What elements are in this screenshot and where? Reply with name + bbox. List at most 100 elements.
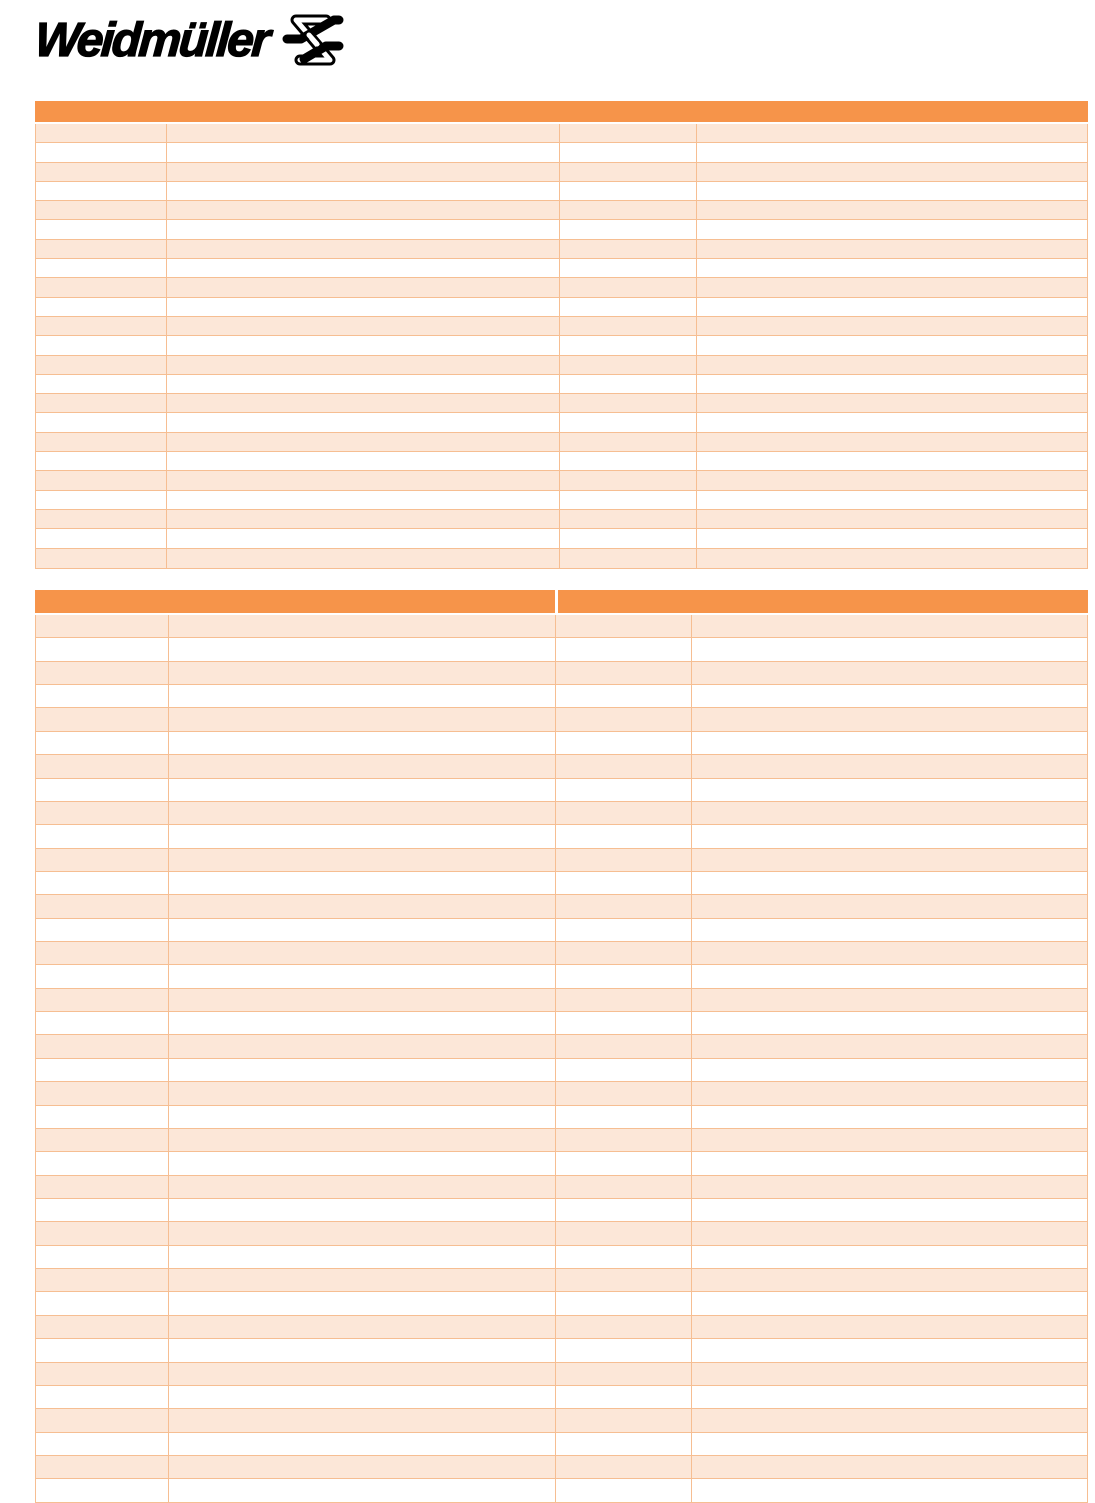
- table-cell: [692, 662, 1087, 684]
- table-cell: [167, 220, 560, 239]
- logo: Weidmüller: [33, 10, 344, 72]
- table-cell: [560, 471, 697, 490]
- table-cell: [697, 124, 1087, 142]
- table-cell: [556, 825, 692, 848]
- table-cell: [36, 432, 167, 452]
- table-cell: [556, 895, 692, 918]
- table-cell: [560, 297, 697, 316]
- table-cell: [36, 1198, 169, 1222]
- table-cell: [560, 336, 697, 355]
- table-cell: [36, 731, 169, 755]
- table-cell: [697, 549, 1087, 568]
- table-cell: [697, 356, 1087, 374]
- table-cell: [692, 1152, 1087, 1174]
- table-cell: [697, 317, 1087, 335]
- table-row: [36, 731, 1087, 756]
- table-row: [36, 965, 1087, 989]
- table-cell: [169, 1128, 556, 1152]
- table-cell: [560, 529, 697, 548]
- table-row: [36, 201, 1087, 221]
- table-row: [36, 1152, 1087, 1176]
- table-cell: [169, 1175, 556, 1198]
- table-cell: [692, 615, 1087, 637]
- table-cell: [560, 374, 697, 394]
- table-cell: [556, 965, 692, 988]
- table-cell: [560, 432, 697, 452]
- table-cell: [36, 278, 167, 297]
- table-cell: [36, 1152, 169, 1175]
- table-cell: [692, 1246, 1087, 1268]
- table-row: [36, 895, 1087, 919]
- table-cell: [692, 1456, 1087, 1478]
- table-cell: [556, 1152, 692, 1175]
- table-cell: [560, 239, 697, 259]
- table-cell: [697, 220, 1087, 238]
- table-cell: [692, 779, 1087, 801]
- table-cell: [36, 316, 167, 336]
- table-cell: [36, 988, 169, 1012]
- table-row: [36, 778, 1087, 802]
- table-cell: [36, 801, 169, 825]
- table-cell: [556, 988, 692, 1012]
- table-cell: [560, 452, 697, 471]
- table-row: [36, 1082, 1087, 1106]
- table-cell: [169, 918, 556, 942]
- table-cell: [692, 685, 1087, 707]
- table-cell: [560, 220, 697, 239]
- table-cell: [692, 1316, 1087, 1338]
- table-cell: [697, 529, 1087, 547]
- table-cell: [36, 548, 167, 568]
- table-cell: [167, 336, 560, 355]
- table-row: [36, 336, 1087, 356]
- table-cell: [556, 1128, 692, 1152]
- table-cell: [556, 1292, 692, 1315]
- table-cell: [36, 1362, 169, 1385]
- table-cell: [169, 1198, 556, 1222]
- table-row: [36, 918, 1087, 943]
- table-cell: [167, 471, 560, 490]
- spec-table-2: [35, 590, 1088, 1503]
- table-row: [36, 1175, 1087, 1199]
- table-row: [36, 1292, 1087, 1316]
- table-cell: [560, 413, 697, 432]
- table-cell: [556, 661, 692, 685]
- table-cell: [697, 143, 1087, 161]
- table-cell: [167, 181, 560, 201]
- table-cell: [556, 1432, 692, 1455]
- table-row: [36, 1362, 1087, 1386]
- table-row: [36, 1479, 1087, 1503]
- table-cell: [36, 529, 167, 548]
- table-row: [36, 490, 1087, 510]
- table-row: [36, 278, 1087, 298]
- table-cell: [560, 162, 697, 181]
- table-row: [36, 1105, 1087, 1129]
- table-cell: [692, 1433, 1087, 1455]
- table-cell: [692, 755, 1087, 777]
- table-cell: [697, 433, 1087, 451]
- table-cell: [36, 825, 169, 848]
- table-cell: [556, 1058, 692, 1082]
- table-cell: [560, 394, 697, 413]
- table-row: [36, 1198, 1087, 1223]
- table-cell: [167, 316, 560, 336]
- table-cell: [560, 201, 697, 220]
- table-cell: [556, 1362, 692, 1385]
- table-cell: [36, 1035, 169, 1058]
- table-cell: [167, 452, 560, 471]
- table-cell: [169, 1035, 556, 1058]
- table-cell: [169, 661, 556, 685]
- table-cell: [556, 1409, 692, 1432]
- table-cell: [167, 355, 560, 374]
- table-row: [36, 1409, 1087, 1433]
- table-cell: [692, 1176, 1087, 1198]
- table-cell: [36, 1128, 169, 1152]
- table-cell: [36, 143, 167, 162]
- table-row: [36, 615, 1087, 639]
- table-row: [36, 239, 1087, 260]
- table-cell: [169, 825, 556, 848]
- table-cell: [36, 661, 169, 685]
- table-row: [36, 181, 1087, 202]
- table-cell: [167, 124, 560, 143]
- table-cell: [692, 708, 1087, 730]
- table-cell: [692, 1292, 1087, 1314]
